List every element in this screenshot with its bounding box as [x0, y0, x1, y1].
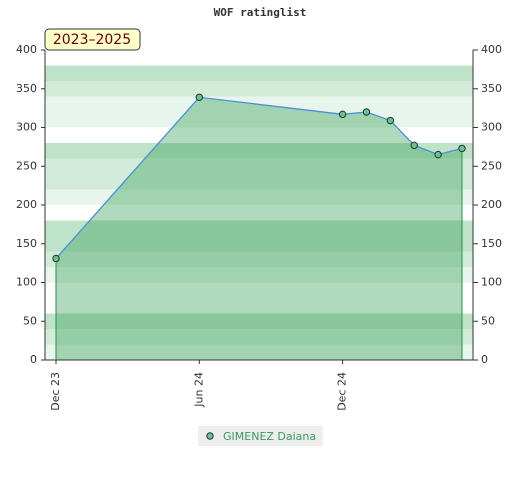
y-tick-label: 300: [16, 121, 37, 134]
stripe: [45, 282, 473, 299]
stripe: [45, 298, 473, 314]
stripe: [45, 50, 473, 66]
area: [56, 97, 462, 361]
stripe: [45, 81, 473, 97]
y-tick-label: 50: [23, 314, 37, 327]
y2-tick-label: 400: [481, 43, 502, 56]
badge: 2023–2025: [53, 32, 131, 48]
y2-tick-label: 250: [481, 159, 502, 172]
stripe: [45, 236, 473, 252]
stripe: [45, 189, 473, 206]
y-tick-label: 400: [16, 43, 37, 56]
y2-tick-label: 0: [481, 353, 488, 366]
legend-label: GIMENEZ Daiana: [223, 430, 316, 443]
point: [52, 254, 60, 263]
stripe: [45, 65, 473, 82]
point: [338, 110, 347, 119]
stripe: [45, 267, 473, 283]
legend-box: [198, 426, 323, 446]
y2-tick-label: 50: [481, 314, 495, 327]
stripe: [45, 313, 473, 330]
y-tick-label: 200: [16, 198, 37, 211]
legend-marker: [206, 432, 214, 440]
line: [55, 96, 463, 259]
stripe: [45, 143, 473, 159]
y-tick-label: 250: [16, 159, 37, 172]
chart-title: WOF ratinglist: [214, 6, 307, 19]
stripe: [45, 344, 473, 361]
y-tick-label: 350: [16, 82, 37, 95]
y2-tick-label: 100: [481, 276, 502, 289]
badge-box: [44, 28, 141, 51]
y2-tick-label: 300: [481, 121, 502, 134]
point: [458, 144, 466, 153]
stripe: [45, 251, 473, 268]
point: [386, 116, 395, 125]
point: [362, 108, 371, 116]
y2-tick-label: 350: [481, 82, 502, 95]
stripe: [45, 158, 473, 175]
stripe: [45, 174, 473, 190]
stripe: [45, 205, 473, 221]
point: [410, 141, 418, 150]
point: [195, 93, 203, 101]
y-tick-label: 0: [30, 353, 37, 366]
y-tick-label: 100: [16, 276, 37, 289]
plot: [52, 93, 466, 361]
y2-tick-label: 150: [481, 237, 502, 250]
x-tick-label: Dec 23: [49, 372, 62, 411]
y-tick-label: 150: [16, 237, 37, 250]
stripe: [45, 127, 473, 144]
stripe: [45, 112, 473, 128]
x-tick-label: Dec 24: [336, 372, 349, 411]
point: [434, 150, 442, 159]
stripe: [45, 329, 473, 345]
stripe: [45, 220, 473, 237]
x-tick-label: Jun 24: [192, 372, 205, 408]
y2-tick-label: 200: [481, 198, 502, 211]
